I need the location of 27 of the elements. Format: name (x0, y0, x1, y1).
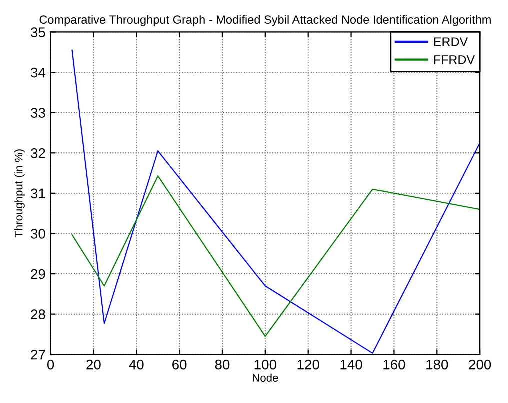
y-tick-label: 34 (31, 68, 46, 78)
x-tick-label: 20 (86, 360, 101, 370)
y-tick-label: 27 (31, 350, 46, 360)
y-tick-label: 30 (31, 229, 46, 239)
y-tick-label: 33 (31, 108, 46, 118)
y-tick-label: 28 (31, 310, 46, 320)
legend-label: ERDV (434, 38, 468, 46)
x-tick-label: 180 (426, 360, 448, 370)
y-tick-label: 31 (31, 188, 46, 199)
y-tick-label: 29 (31, 269, 46, 280)
x-tick-label: 0 (47, 360, 54, 370)
chart-title: Comparative Throughput Graph - Modified Sybil Attacked Node Identification Algorithm (40, 15, 491, 26)
line-series (72, 50, 480, 354)
y-tick-label: 35 (31, 28, 46, 38)
y-axis-title: Throughput (in %) (14, 150, 25, 238)
x-tick-label: 160 (384, 360, 406, 370)
x-tick-label: 140 (340, 360, 362, 370)
y-tick-label: 32 (31, 148, 46, 158)
x-tick-label: 60 (172, 360, 187, 370)
x-axis-title: Node (253, 374, 278, 382)
x-tick-label: 100 (254, 360, 276, 370)
line-series (72, 176, 480, 338)
x-tick-label: 40 (129, 360, 144, 370)
x-tick-label: 80 (215, 360, 230, 370)
x-tick-label: 200 (469, 360, 492, 370)
legend-label: FFRDV (434, 56, 476, 64)
x-tick-label: 120 (298, 360, 320, 370)
